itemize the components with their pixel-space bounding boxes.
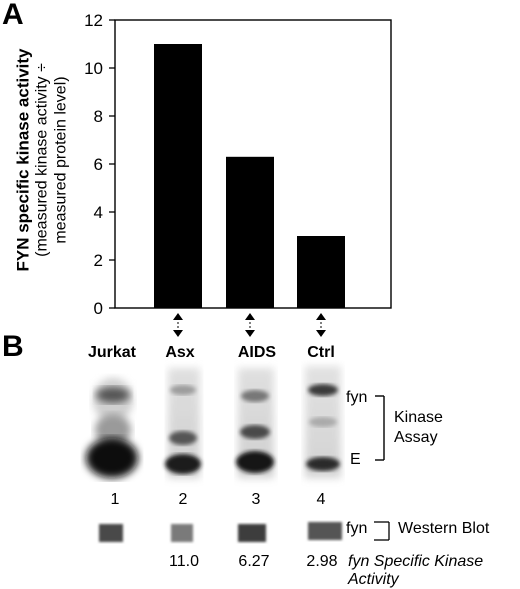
y-tick-label: 12 xyxy=(84,11,103,30)
panel-b-letter: B xyxy=(2,330,24,363)
kinase-assay-bracket xyxy=(375,395,385,461)
kinase-assay-label: Kinase Assay xyxy=(394,408,443,448)
bar-chart: 0 2 4 6 8 10 12 xyxy=(84,11,392,337)
panel-a-letter: A xyxy=(2,0,24,31)
fyn-band-label: fyn xyxy=(346,389,368,406)
gel-lane-1 xyxy=(86,378,138,478)
lane-number-2: 2 xyxy=(178,491,188,508)
activity-label: fyn Specific Kinase Activity xyxy=(348,553,484,588)
bar-asx xyxy=(154,44,202,308)
western-band-3 xyxy=(238,524,266,542)
western-band-2 xyxy=(171,524,193,542)
gel-lane-2 xyxy=(165,368,201,478)
gel-lane-3 xyxy=(236,368,274,478)
y-tick-label: 2 xyxy=(94,251,103,270)
y-tick-label: 4 xyxy=(94,203,103,222)
arrow-aids xyxy=(245,313,255,337)
bar-aids xyxy=(226,156,274,308)
bar-ctrl xyxy=(297,236,345,308)
western-fyn-label: fyn xyxy=(346,520,368,537)
lane-label-aids: AIDS xyxy=(237,344,277,361)
lane-number-3: 3 xyxy=(251,491,261,508)
lane-label-asx: Asx xyxy=(165,344,195,361)
activity-value-ctrl: 2.98 xyxy=(306,553,338,570)
western-band-1 xyxy=(99,524,123,542)
lane-label-ctrl: Ctrl xyxy=(307,344,335,361)
arrow-ctrl xyxy=(316,313,326,337)
arrow-asx xyxy=(173,313,183,337)
western-band-4 xyxy=(308,522,342,540)
activity-value-asx: 11.0 xyxy=(169,553,199,570)
lane-number-1: 1 xyxy=(110,491,120,508)
lane-label-jurkat: Jurkat xyxy=(87,344,137,361)
y-tick-label: 10 xyxy=(84,59,103,78)
kinase-assay-label-line1: Kinase xyxy=(394,409,443,426)
y-tick-label: 0 xyxy=(94,299,103,318)
lane-number-4: 4 xyxy=(316,491,326,508)
e-band-label: E xyxy=(350,451,361,468)
y-tick-label: 8 xyxy=(94,107,103,126)
activity-value-aids: 6.27 xyxy=(238,553,270,570)
western-blot-image xyxy=(99,521,390,542)
y-tick-label: 6 xyxy=(94,155,103,174)
western-blot-label: Western Blot xyxy=(398,520,490,537)
gel-lane-4 xyxy=(305,366,341,478)
kinase-assay-gel-image xyxy=(86,366,385,478)
kinase-assay-label-line2: Assay xyxy=(394,429,438,446)
western-blot-bracket xyxy=(374,521,390,541)
